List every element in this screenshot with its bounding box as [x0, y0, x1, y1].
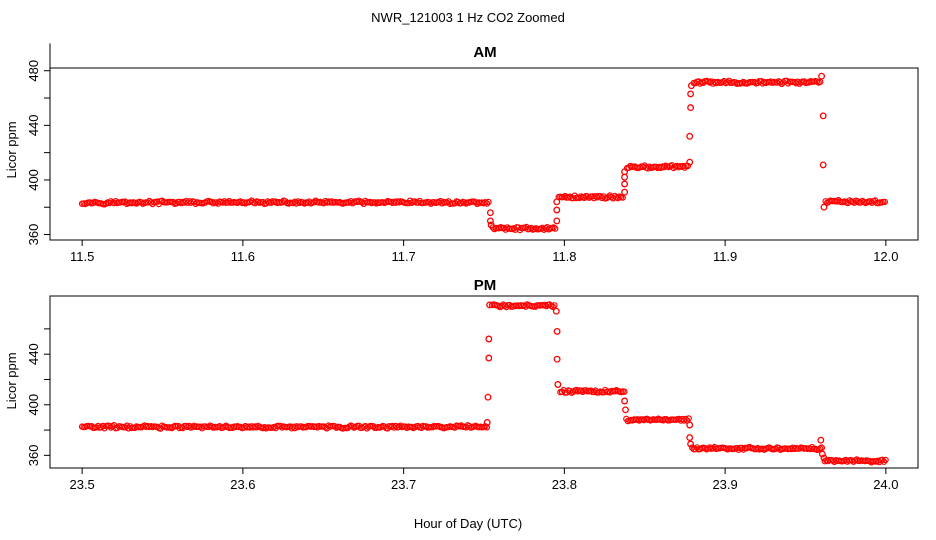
- am-data-point: [881, 198, 889, 206]
- pm-x-tick-label: 23.9: [712, 477, 737, 492]
- am-transition-point: [818, 72, 826, 80]
- am-transition-point: [819, 161, 827, 169]
- pm-transition-point: [818, 444, 826, 452]
- am-y-axis: 360 400 440 480: [26, 43, 51, 246]
- am-data-point: [684, 162, 692, 170]
- pm-x-tick-label: 23.5: [69, 477, 94, 492]
- am-x-axis: 11.5 11.6 11.7 11.8 11.9 12.0: [70, 239, 899, 264]
- pm-transition-point: [554, 381, 562, 388]
- am-transition-point: [686, 132, 694, 140]
- am-transition-point: [687, 104, 695, 112]
- pm-panel: PM Licor ppm 23.5 23.6 23.7 23.8 23.9 24.0 36…: [4, 277, 919, 492]
- am-transition-point: [486, 217, 494, 225]
- pm-x-axis: 23.5 23.6 23.7 23.8 23.9 24.0: [69, 467, 899, 492]
- am-x-tick-label: 12.0: [873, 249, 898, 264]
- am-y-tick-label: 480: [26, 60, 41, 82]
- am-panel-title: AM: [473, 44, 496, 61]
- am-data-point: [483, 200, 491, 207]
- am-y-axis-label: Licor ppm: [4, 121, 19, 178]
- pm-transition-point: [485, 335, 493, 343]
- pm-transition-point: [484, 393, 492, 401]
- pm-data-point: [682, 415, 689, 423]
- am-transition-point: [686, 158, 694, 166]
- am-y-tick-label: 360: [26, 224, 41, 246]
- pm-transition-point: [622, 406, 629, 414]
- pm-x-tick-label: 23.7: [391, 477, 416, 492]
- am-data-point: [552, 225, 559, 232]
- am-transition-point: [621, 173, 629, 181]
- am-x-tick-label: 11.9: [713, 249, 737, 264]
- x-axis-label: Hour of Day (UTC): [414, 516, 522, 531]
- pm-transition-point: [621, 397, 629, 405]
- pm-transition-point: [553, 355, 561, 363]
- pm-y-tick-label: 400: [26, 394, 41, 416]
- pm-transition-point: [483, 419, 491, 426]
- pm-transition-point: [485, 354, 493, 362]
- pm-data-points: [78, 301, 889, 466]
- am-transition-point: [553, 206, 561, 214]
- figure-title: NWR_121003 1 Hz CO2 Zoomed: [371, 10, 565, 25]
- am-panel: AM Licor ppm 11.5 11.6 11.7 11.8 11.9 12.0 36…: [4, 43, 919, 264]
- am-transition-point: [687, 90, 695, 98]
- pm-data-point: [549, 303, 557, 310]
- am-y-tick-label: 400: [26, 169, 41, 191]
- am-x-tick-label: 11.7: [391, 249, 415, 264]
- pm-x-tick-label: 23.8: [552, 477, 577, 492]
- pm-transition-point: [686, 421, 694, 429]
- am-data-point: [697, 80, 704, 87]
- am-transition-point: [820, 203, 828, 211]
- pm-panel-title: PM: [474, 277, 497, 294]
- am-x-tick-label: 11.8: [552, 249, 576, 264]
- am-transition-point: [621, 180, 629, 188]
- am-transition-point: [553, 198, 561, 206]
- pm-transition-point: [552, 307, 560, 315]
- am-transition-point: [487, 221, 495, 229]
- pm-y-axis-label: Licor ppm: [4, 352, 19, 409]
- pm-data-point: [882, 456, 889, 464]
- am-transition-point: [687, 82, 695, 90]
- pm-transition-point: [817, 436, 825, 444]
- pm-transition-point: [818, 450, 826, 458]
- am-transition-point: [553, 217, 561, 225]
- pm-x-tick-label: 23.6: [230, 477, 255, 492]
- pm-y-tick-label: 440: [26, 343, 41, 365]
- pm-transition-point: [687, 440, 695, 448]
- am-transition-point: [486, 209, 494, 217]
- pm-y-tick-label: 360: [26, 445, 41, 467]
- pm-x-tick-label: 24.0: [873, 477, 898, 492]
- am-data-point: [681, 164, 688, 171]
- pm-transition-point: [486, 301, 494, 309]
- pm-data-point: [621, 388, 628, 395]
- am-x-tick-label: 11.6: [231, 249, 255, 264]
- pm-transition-point: [553, 327, 561, 335]
- pm-data-point: [685, 415, 692, 422]
- am-y-tick-label: 440: [26, 114, 41, 136]
- pm-data-point: [551, 302, 558, 309]
- am-data-points: [78, 72, 889, 234]
- pm-y-axis: 360 400 440: [26, 328, 51, 467]
- pm-data-point: [880, 458, 888, 465]
- am-transition-point: [621, 188, 629, 196]
- pm-transition-point: [820, 454, 828, 462]
- am-x-tick-label: 11.5: [70, 249, 94, 264]
- pm-plot-frame: [49, 295, 919, 469]
- am-plot-frame: [49, 67, 919, 241]
- am-data-point: [485, 198, 492, 206]
- pm-transition-point: [686, 434, 694, 442]
- am-data-point: [482, 198, 489, 206]
- am-transition-point: [621, 168, 629, 176]
- am-transition-point: [819, 112, 827, 120]
